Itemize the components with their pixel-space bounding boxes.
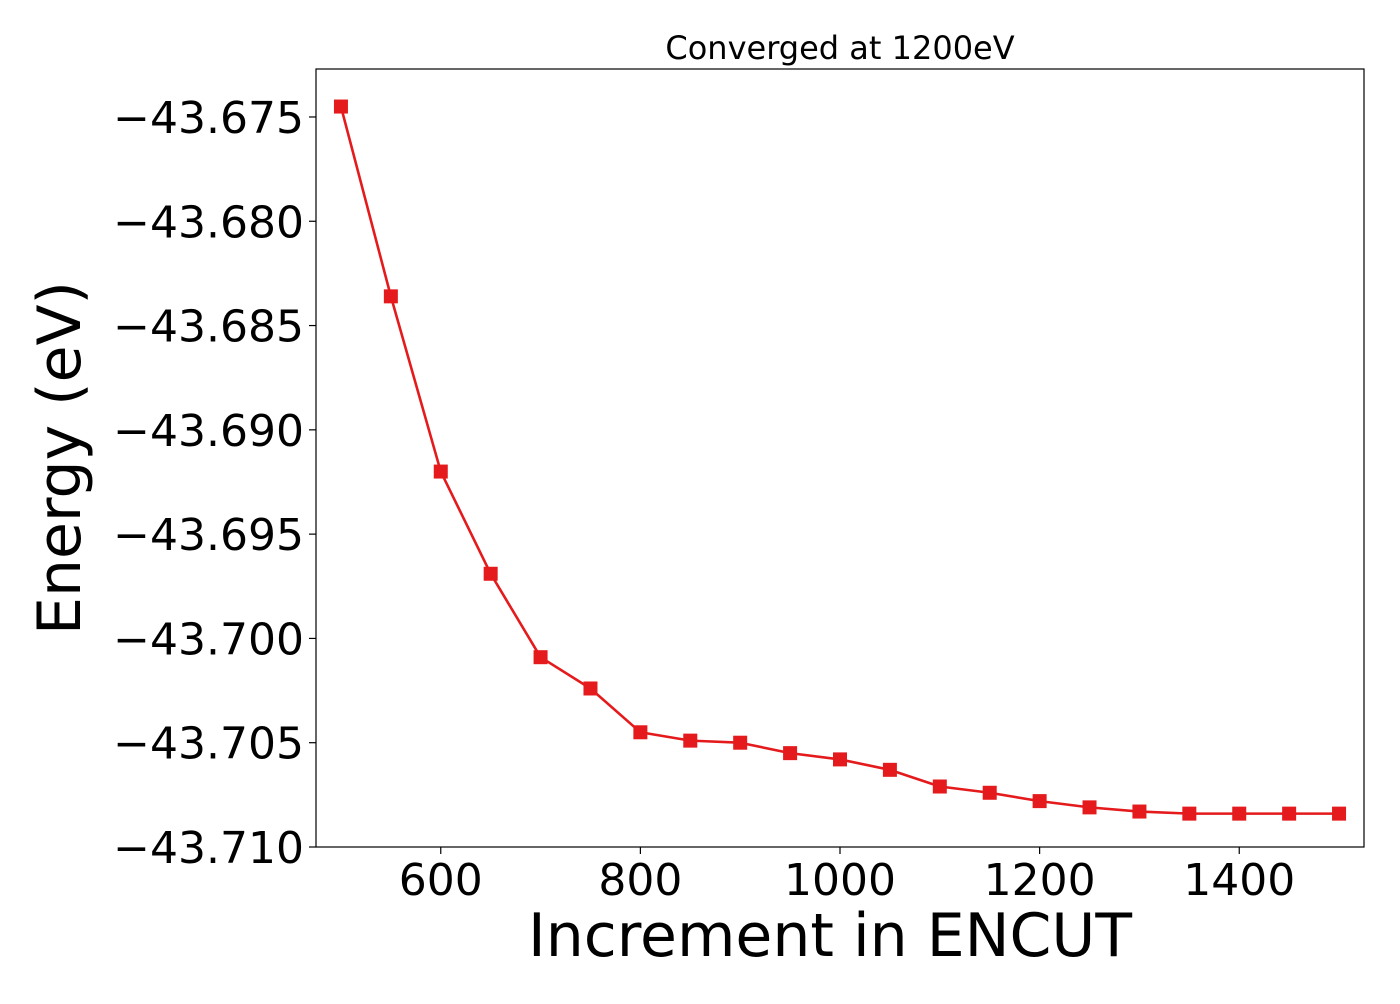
data-point-marker bbox=[583, 681, 598, 696]
y-axis-ticks: −43.675 −43.680 −43.685 −43.690 −43.695 −43.7… bbox=[113, 93, 316, 874]
y-tick-label: −43.705 bbox=[113, 719, 304, 770]
x-axis-ticks: 600 800 1000 1200 1400 bbox=[399, 847, 1295, 906]
data-point-marker bbox=[932, 779, 947, 794]
data-point-marker bbox=[683, 733, 698, 748]
y-tick-label: −43.700 bbox=[113, 614, 304, 665]
y-tick-label: −43.710 bbox=[113, 823, 304, 874]
x-tick-label: 1400 bbox=[1183, 855, 1295, 906]
data-point-marker bbox=[1032, 794, 1047, 809]
y-axis-label: Energy (eV) bbox=[25, 281, 95, 635]
plot-area-frame bbox=[315, 68, 1365, 848]
data-point-marker bbox=[1282, 806, 1297, 821]
y-tick-label: −43.695 bbox=[113, 510, 304, 561]
data-point-marker bbox=[333, 99, 348, 114]
y-tick-label: −43.690 bbox=[113, 406, 304, 457]
data-point-marker bbox=[1132, 804, 1147, 819]
data-point-marker bbox=[1232, 806, 1247, 821]
data-point-marker bbox=[1082, 800, 1097, 815]
x-tick-label: 1000 bbox=[784, 855, 896, 906]
data-point-marker bbox=[483, 566, 498, 581]
chart-title: Converged at 1200eV bbox=[665, 29, 1014, 67]
series-layer bbox=[333, 99, 1347, 821]
data-point-marker bbox=[433, 464, 448, 479]
data-point-marker bbox=[383, 289, 398, 304]
data-point-marker bbox=[633, 725, 648, 740]
y-tick-label: −43.680 bbox=[113, 197, 304, 248]
data-point-marker bbox=[1332, 806, 1347, 821]
x-tick-label: 1200 bbox=[984, 855, 1096, 906]
y-tick-label: −43.675 bbox=[113, 93, 304, 144]
x-tick-label: 800 bbox=[598, 855, 682, 906]
data-point-marker bbox=[783, 746, 798, 761]
data-point-marker bbox=[533, 650, 548, 665]
series-line bbox=[339, 106, 1340, 815]
data-point-marker bbox=[1182, 806, 1197, 821]
x-tick-label: 600 bbox=[399, 855, 483, 906]
data-point-marker bbox=[882, 762, 897, 777]
data-point-marker bbox=[982, 785, 997, 800]
data-point-marker bbox=[733, 735, 748, 750]
y-tick-label: −43.685 bbox=[113, 302, 304, 353]
x-axis-label: Increment in ENCUT bbox=[528, 901, 1132, 971]
data-point-marker bbox=[833, 752, 847, 767]
